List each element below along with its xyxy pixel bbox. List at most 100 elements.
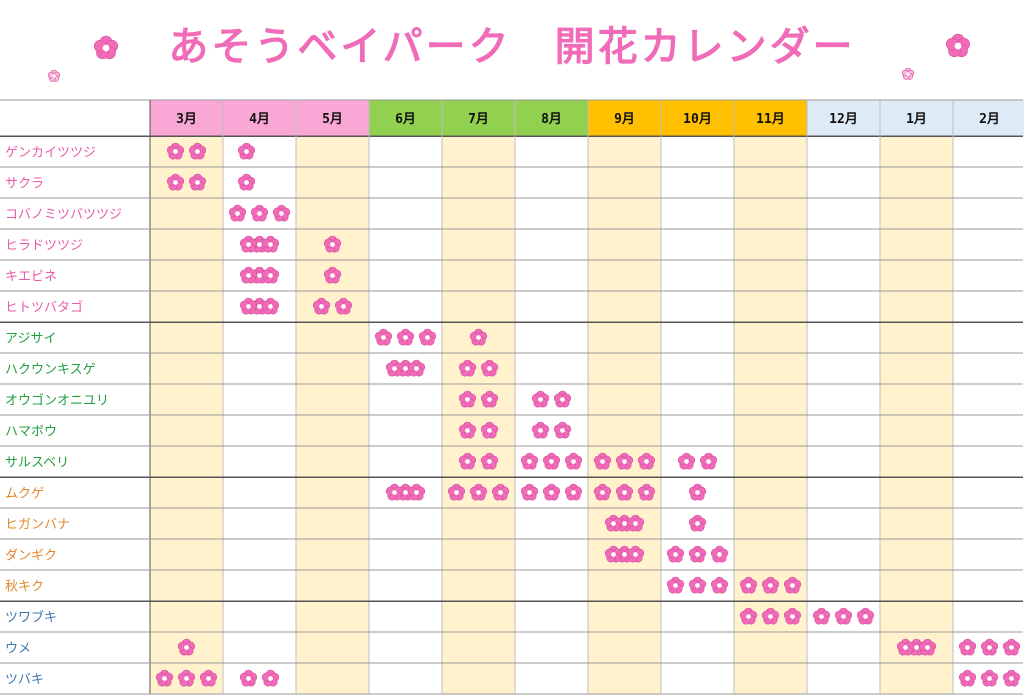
plant-name: コバノミツバツツジ [5, 208, 122, 223]
bloom-flower-icon [155, 669, 174, 687]
bloom-flower-icon [261, 235, 280, 253]
bloom-flower-icon [480, 390, 499, 408]
bloom-flower-icon [593, 452, 612, 470]
bloom-flower-icon [520, 452, 539, 470]
bloom-flower-icon [856, 607, 875, 625]
bloom-flower-icon [564, 452, 583, 470]
bloom-flower-icon [688, 576, 707, 594]
bloom-flower-icon [250, 204, 269, 222]
bloom-flower-icon [480, 452, 499, 470]
bloom-flower-icon [458, 390, 477, 408]
bloom-flower-icon [458, 452, 477, 470]
plant-name: サクラ [5, 177, 44, 192]
month-header-label: 4月 [249, 112, 270, 127]
bloom-flower-icon [407, 359, 426, 377]
bloom-flower-icon [615, 483, 634, 501]
bloom-flower-icon [177, 669, 196, 687]
bloom-flower-icon [1002, 669, 1021, 687]
bloom-flower-icon [396, 328, 415, 346]
plant-name: ムクゲ [5, 487, 44, 502]
plant-name: ヒラドツツジ [5, 239, 83, 254]
plant-name: ウメ [5, 642, 31, 657]
bloom-flower-icon [458, 421, 477, 439]
month-header-label: 3月 [176, 112, 197, 127]
month-header-cell [150, 100, 223, 136]
month-header-label: 5月 [322, 112, 343, 127]
month-header-cell [223, 100, 296, 136]
month-header-cell [880, 100, 953, 136]
month-header-label: 11月 [756, 112, 785, 127]
bloom-flower-icon [688, 514, 707, 532]
bloom-flower-icon [407, 483, 426, 501]
bloom-flower-icon [239, 235, 258, 253]
bloom-flower-icon [626, 514, 645, 532]
plant-name: アジサイ [5, 332, 56, 347]
bloom-flower-icon [896, 638, 915, 656]
bloom-flower-icon [469, 328, 488, 346]
bloom-flower-icon [272, 204, 291, 222]
bloom-flower-icon [637, 483, 656, 501]
plant-name: ハマボウ [5, 425, 57, 440]
month-header-cell [515, 100, 588, 136]
bloom-flower-icon [710, 545, 729, 563]
bloom-flower-icon [374, 328, 393, 346]
month-header-cell [953, 100, 1024, 136]
month-header-label: 12月 [829, 112, 858, 127]
title-flower-icon [901, 67, 915, 80]
bloom-flower-icon [531, 390, 550, 408]
bloom-flower-icon [312, 297, 331, 315]
bloom-flower-icon [385, 359, 404, 377]
bloom-flower-icon [710, 576, 729, 594]
title-area: あそうベイパーク 開花カレンダー [0, 0, 1024, 100]
bloom-flower-icon [261, 297, 280, 315]
bloom-flower-icon [553, 390, 572, 408]
bloom-flower-icon [520, 483, 539, 501]
bloom-flower-icon [980, 638, 999, 656]
bloom-flower-icon [699, 452, 718, 470]
month-header-label: 9月 [614, 112, 635, 127]
month-header-cell [369, 100, 442, 136]
bloom-flower-icon [542, 452, 561, 470]
title-flower-icon [945, 33, 971, 58]
plant-name: ツバキ [5, 673, 44, 688]
bloom-flower-icon [783, 607, 802, 625]
month-header-label: 1月 [906, 112, 927, 127]
bloom-flower-icon [688, 545, 707, 563]
plant-name: キエビネ [5, 270, 57, 285]
bloom-flower-icon [177, 638, 196, 656]
month-header-cell [807, 100, 880, 136]
bloom-flower-icon [958, 638, 977, 656]
bloom-flower-icon [666, 545, 685, 563]
bloom-flower-icon [677, 452, 696, 470]
bloom-flower-icon [761, 607, 780, 625]
bloom-flower-icon [480, 421, 499, 439]
bloom-flower-icon [615, 452, 634, 470]
bloom-flower-icon [447, 483, 466, 501]
bloom-flower-icon [261, 669, 280, 687]
month-header-label: 10月 [683, 112, 712, 127]
title-flower-icon [47, 69, 61, 82]
month-header-label: 6月 [395, 112, 416, 127]
bloom-flower-icon [491, 483, 510, 501]
page-title: あそうベイパーク 開花カレンダー [168, 24, 856, 70]
plant-name: ハクウンキスゲ [5, 363, 96, 378]
bloom-flower-icon [188, 173, 207, 191]
bloom-flower-icon [334, 297, 353, 315]
bloom-flower-icon [239, 266, 258, 284]
month-header-label: 2月 [979, 112, 1000, 127]
bloom-flower-icon [564, 483, 583, 501]
bloom-flower-icon [1002, 638, 1021, 656]
bloom-flower-icon [166, 173, 185, 191]
title-flower-icon [93, 35, 119, 60]
bloom-flower-icon [531, 421, 550, 439]
bloom-flower-icon [188, 142, 207, 160]
month-header-label: 8月 [541, 112, 562, 127]
bloom-flower-icon [783, 576, 802, 594]
bloom-flower-icon [688, 483, 707, 501]
month-header-cell [588, 100, 661, 136]
month-header-cell [734, 100, 807, 136]
bloom-flower-icon [237, 173, 256, 191]
month-header-label: 7月 [468, 112, 489, 127]
plant-name: ツワブキ [5, 610, 57, 626]
bloom-flower-icon [604, 545, 623, 563]
